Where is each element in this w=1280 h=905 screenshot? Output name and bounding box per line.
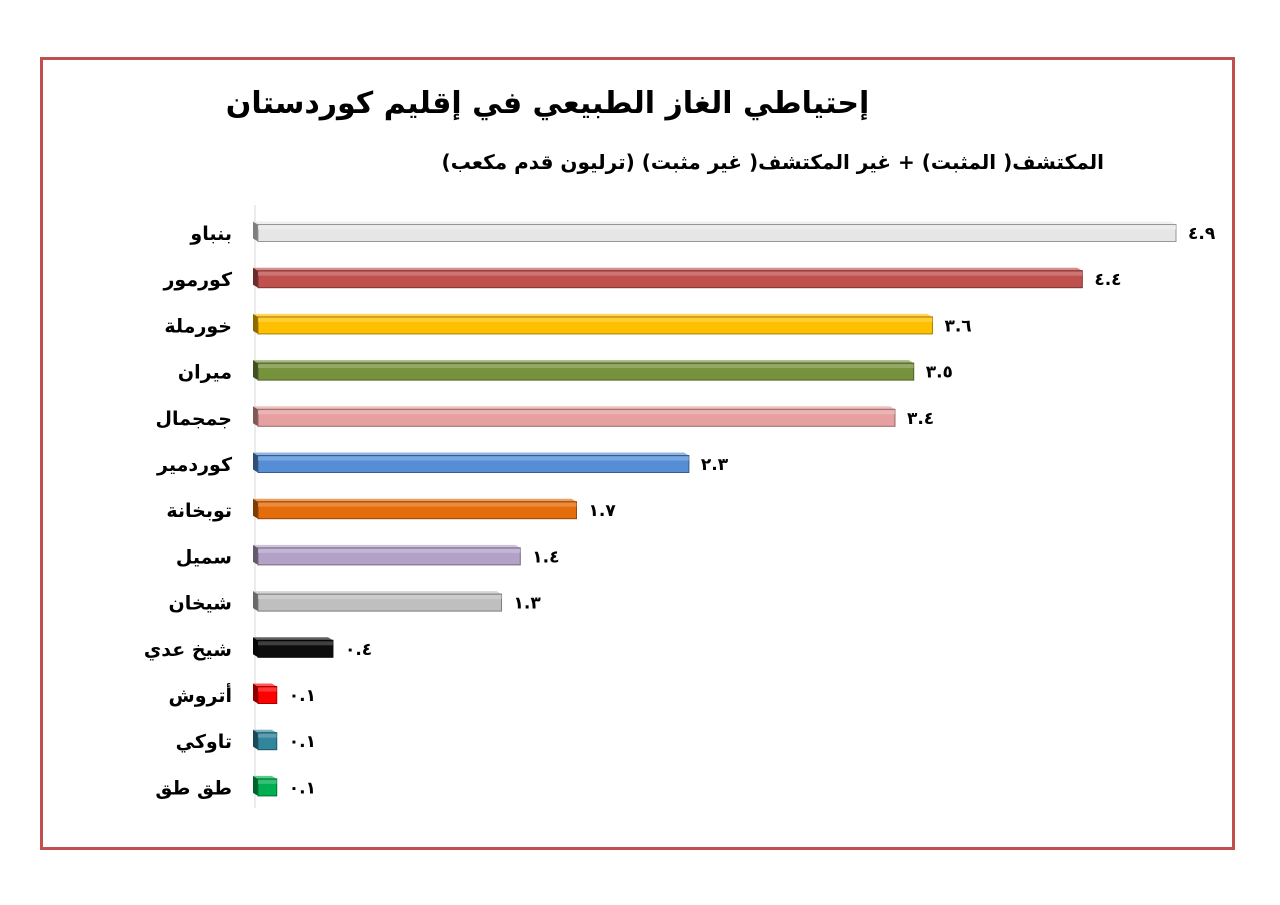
bar-top xyxy=(253,313,933,317)
bar-side xyxy=(253,313,258,334)
category-label: تاوكي xyxy=(176,731,232,753)
category-label: شيخ عدي xyxy=(144,639,232,662)
bar-side xyxy=(253,544,258,565)
data-label: ٣.٤ xyxy=(907,409,934,429)
bar-side xyxy=(253,360,258,381)
data-label: ٠.١ xyxy=(289,686,316,706)
bar-highlight xyxy=(258,271,1083,276)
data-label: ٣.٦ xyxy=(944,316,971,336)
data-label: ١.٧ xyxy=(588,501,616,521)
bar-highlight xyxy=(258,364,914,369)
bar-top xyxy=(253,683,277,687)
data-label: ١.٣ xyxy=(514,594,542,614)
bar-top xyxy=(253,637,333,641)
category-label: بنباو xyxy=(189,223,232,245)
bar-side xyxy=(253,683,258,704)
bar-highlight xyxy=(258,456,689,461)
bar-highlight xyxy=(258,641,333,646)
bar-side xyxy=(253,452,258,473)
bar-highlight xyxy=(258,733,277,738)
bar-top xyxy=(253,406,895,410)
bar-side xyxy=(253,637,258,658)
data-label: ٢.٣ xyxy=(701,455,729,475)
bar-highlight xyxy=(258,502,577,507)
data-label: ٠.١ xyxy=(289,732,316,752)
bar-highlight xyxy=(258,687,277,692)
bar-top xyxy=(253,221,1176,225)
category-label: طق طق xyxy=(155,777,232,799)
category-label: سميل xyxy=(176,546,232,568)
data-label: ٠.٤ xyxy=(345,640,372,660)
category-label: خورملة xyxy=(164,315,232,337)
category-label: توبخانة xyxy=(166,500,232,522)
bar-top xyxy=(253,591,502,595)
category-label: كورمور xyxy=(162,269,232,291)
bar-top xyxy=(253,775,277,779)
bar-side xyxy=(253,267,258,288)
category-label: ميران xyxy=(178,362,232,384)
bar-side xyxy=(253,729,258,750)
bar-highlight xyxy=(258,317,933,322)
bar-top xyxy=(253,729,277,733)
data-label: ٠.١ xyxy=(289,778,316,798)
chart-subtitle: المكتشف( المثبت) + غير المكتشف( غير مثبت… xyxy=(441,150,1104,174)
bar-top xyxy=(253,360,914,364)
bar-side xyxy=(253,591,258,612)
bar-highlight xyxy=(258,779,277,784)
bar-top xyxy=(253,267,1083,271)
data-label: ١.٤ xyxy=(532,547,559,567)
bar-side xyxy=(253,406,258,427)
bar-top xyxy=(253,452,689,456)
data-label: ٣.٥ xyxy=(926,363,953,383)
data-label: ٤.٤ xyxy=(1094,270,1121,290)
chart-title: إحتياطي الغاز الطبيعي في إقليم كوردستان xyxy=(225,86,870,121)
bar-top xyxy=(253,544,521,548)
bar-side xyxy=(253,498,258,519)
bar-highlight xyxy=(258,548,521,553)
category-label: أتروش xyxy=(169,683,233,707)
category-label: جمجمال xyxy=(156,408,232,430)
bar-highlight xyxy=(258,410,895,415)
bar-highlight xyxy=(258,595,502,600)
bar-side xyxy=(253,775,258,796)
bar-highlight xyxy=(258,225,1176,230)
category-label: شيخان xyxy=(169,593,233,615)
category-label: كوردمير xyxy=(156,454,233,476)
bar-side xyxy=(253,221,258,242)
bar-top xyxy=(253,498,577,502)
data-label: ٤.٩ xyxy=(1188,224,1216,244)
